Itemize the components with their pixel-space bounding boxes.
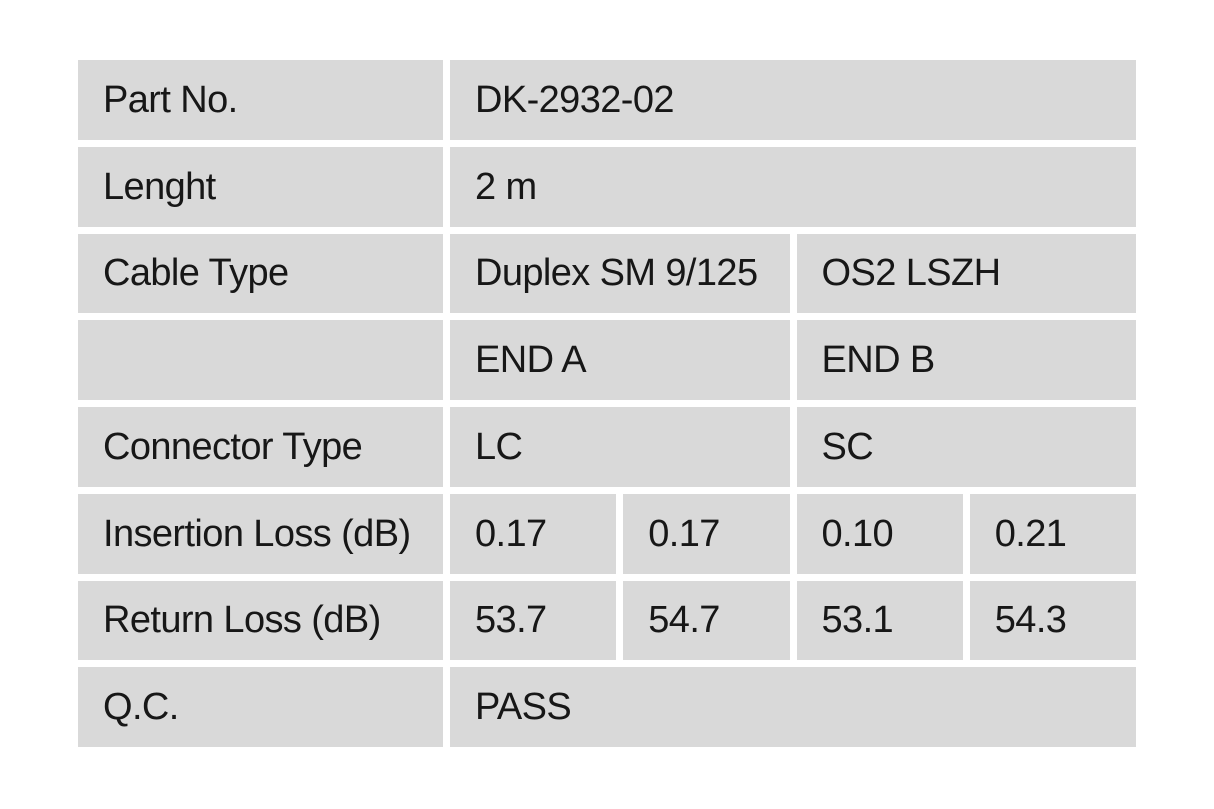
end-b-header-cell: END B bbox=[796, 320, 1136, 400]
length-label-cell: Lenght bbox=[78, 146, 443, 227]
product-spec-table: Part No. DK-2932-02 Lenght 2 m Cable Typ… bbox=[78, 60, 1136, 747]
connector-type-end-b-cell: SC bbox=[796, 407, 1136, 487]
return-loss-value-cell: 53.7 bbox=[450, 580, 617, 661]
insertion-loss-label-cell: Insertion Loss (dB) bbox=[78, 493, 443, 574]
cable-type-label-cell: Cable Type bbox=[78, 233, 443, 314]
return-loss-value-cell: 54.3 bbox=[969, 580, 1136, 661]
connector-type-label-cell: Connector Type bbox=[78, 407, 443, 487]
cable-type-value-a-cell: Duplex SM 9/125 bbox=[450, 233, 790, 314]
part-no-label-cell: Part No. bbox=[78, 60, 443, 140]
cable-type-value-b-cell: OS2 LSZH bbox=[796, 233, 1136, 314]
qc-label-cell: Q.C. bbox=[78, 667, 443, 747]
part-no-value-cell: DK-2932-02 bbox=[450, 60, 1136, 140]
return-loss-value-cell: 53.1 bbox=[796, 580, 963, 661]
insertion-loss-value-cell: 0.17 bbox=[623, 493, 790, 574]
end-header-spacer-cell bbox=[78, 320, 443, 400]
return-loss-value-cell: 54.7 bbox=[623, 580, 790, 661]
insertion-loss-value-cell: 0.21 bbox=[969, 493, 1136, 574]
length-value-cell: 2 m bbox=[450, 146, 1136, 227]
insertion-loss-value-cell: 0.10 bbox=[796, 493, 963, 574]
return-loss-label-cell: Return Loss (dB) bbox=[78, 580, 443, 661]
insertion-loss-value-cell: 0.17 bbox=[450, 493, 617, 574]
qc-value-cell: PASS bbox=[450, 667, 1136, 747]
end-a-header-cell: END A bbox=[450, 320, 790, 400]
connector-type-end-a-cell: LC bbox=[450, 407, 790, 487]
